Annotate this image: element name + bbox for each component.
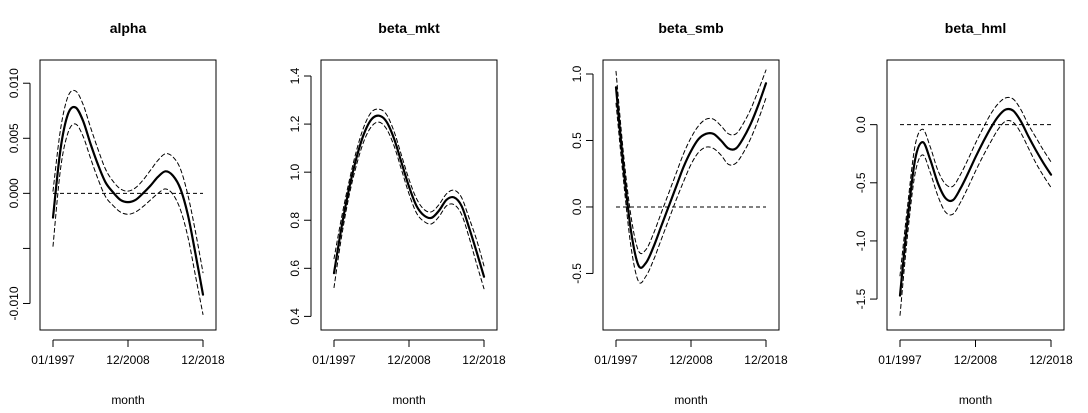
x-tick-label: 12/2008 [669, 353, 713, 367]
panel-title: alpha [110, 20, 147, 36]
y-tick-label: 0.000 [7, 178, 21, 208]
confidence-band-upper [333, 108, 485, 267]
panel-title: beta_smb [658, 20, 723, 36]
estimate-line [332, 114, 486, 278]
y-tick-label: 0.010 [7, 68, 21, 98]
panel-beta_mkt: beta_mkt 01/1997 12/2008 12/2018 month 0.4 0.6… [288, 20, 506, 407]
x-tick-label: 12/2018 [181, 353, 225, 367]
x-tick-label: 12/2008 [106, 353, 150, 367]
y-tick-label: 0.4 [288, 308, 302, 325]
y-tick-label: 1.2 [288, 115, 302, 132]
confidence-band-upper [899, 96, 1052, 277]
x-tick-label: 12/2008 [387, 353, 431, 367]
y-tick-label: 0.8 [288, 212, 302, 229]
panel-beta_hml: beta_hml 01/1997 12/2008 12/2018 month -1.5 -1… [854, 20, 1073, 407]
y-tick-label: -0.5 [854, 172, 868, 193]
x-tick-label: 12/2018 [744, 353, 788, 367]
estimate-line [614, 82, 768, 269]
panel-beta_smb: beta_smb 01/1997 12/2008 12/2018 month -0.5 0.… [570, 20, 788, 407]
panel-title: beta_hml [945, 20, 1006, 36]
x-tick-label: 12/2008 [954, 353, 998, 367]
estimate-line [898, 107, 1053, 297]
confidence-band-lower [615, 97, 767, 284]
confidence-band-upper [52, 89, 204, 274]
x-tick-label: 12/2018 [1029, 353, 1073, 367]
x-tick-label: 12/2018 [462, 353, 506, 367]
confidence-band-upper [615, 69, 767, 255]
y-tick-label: 0.0 [854, 116, 868, 133]
y-tick-label: 0.6 [288, 260, 302, 277]
y-tick-label: 0.005 [7, 123, 21, 153]
y-tick-label: -0.010 [7, 286, 21, 320]
plot-frame [39, 59, 217, 331]
y-tick-label: 1.4 [288, 67, 302, 84]
x-tick-label: 01/1997 [878, 353, 922, 367]
y-tick-label: 0.5 [570, 132, 584, 149]
y-tick-label: 0.0 [570, 198, 584, 215]
x-tick-label: 01/1997 [31, 353, 75, 367]
confidence-band-lower [52, 123, 204, 315]
x-axis-label: month [959, 393, 992, 407]
confidence-band-lower [899, 120, 1052, 316]
plot-frame [320, 59, 498, 331]
panel-alpha: alpha 01/1997 12/2008 12/2018 month -0.010 0.0… [7, 20, 225, 407]
y-tick-label: -1.5 [854, 288, 868, 309]
plot-frame [886, 59, 1065, 331]
y-tick-label: -0.5 [570, 263, 584, 284]
x-axis-label: month [392, 393, 425, 407]
plot-frame [602, 59, 780, 331]
estimate-line [51, 105, 205, 296]
x-axis-label: month [111, 393, 144, 407]
y-tick-label: 1.0 [288, 163, 302, 180]
panel-title: beta_mkt [378, 20, 440, 36]
y-tick-label: -1.0 [854, 230, 868, 251]
confidence-band-lower [333, 121, 485, 290]
x-tick-label: 01/1997 [594, 353, 638, 367]
y-tick-label: 1.0 [570, 65, 584, 82]
x-tick-label: 01/1997 [312, 353, 356, 367]
x-axis-label: month [674, 393, 707, 407]
